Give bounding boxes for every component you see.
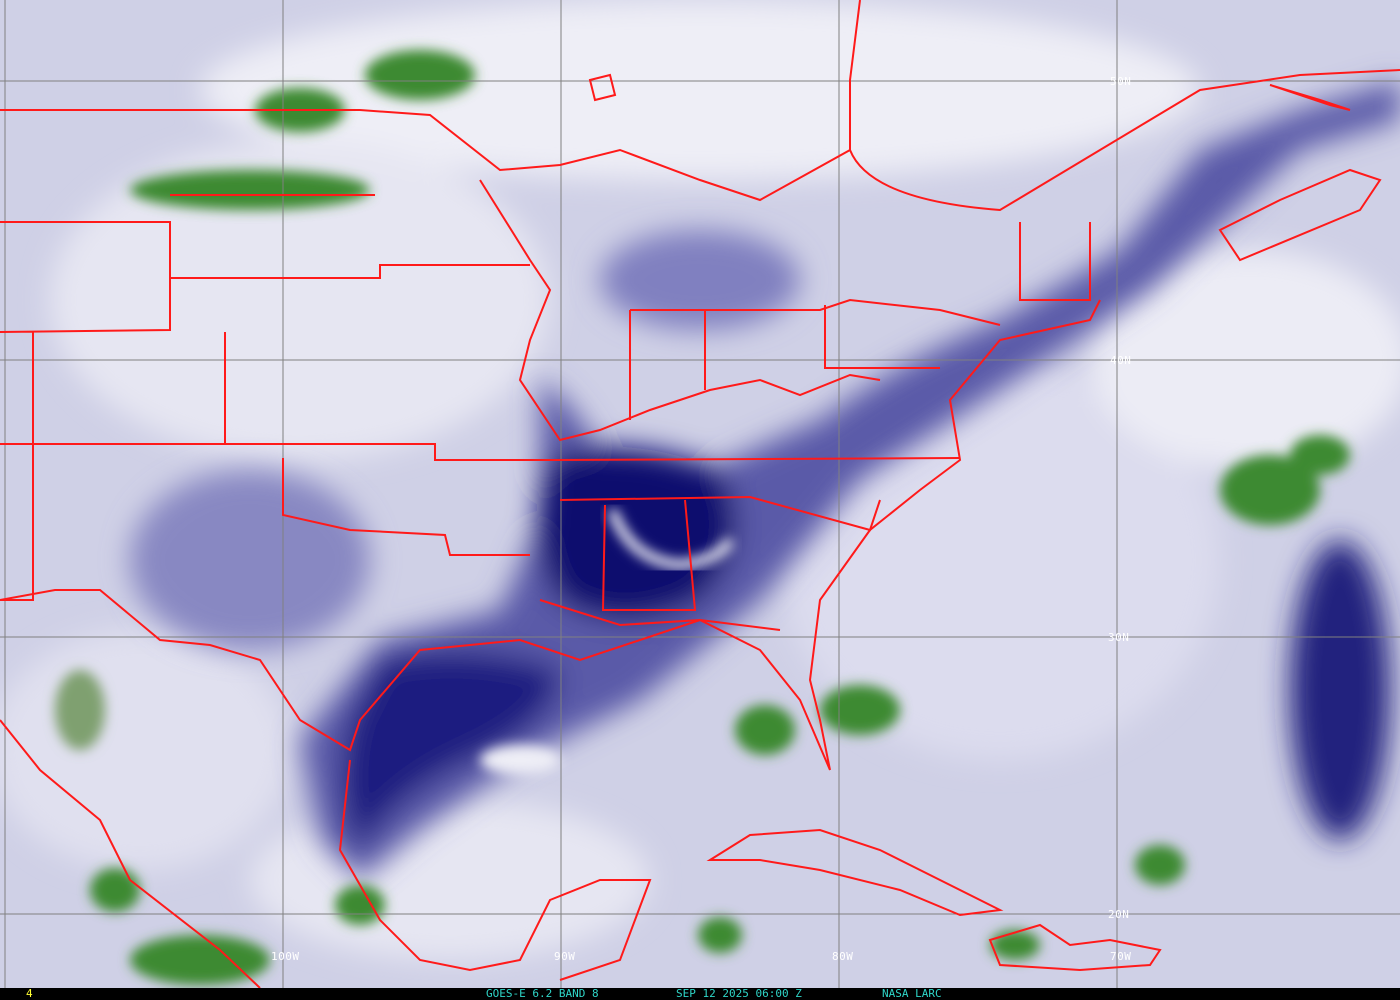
lon-label-70w: 70W bbox=[1110, 950, 1132, 963]
lat-label-20n: 20N bbox=[1108, 908, 1130, 921]
lat-label-30n: 30N bbox=[1108, 631, 1130, 644]
lon-label-100w: 100W bbox=[271, 950, 300, 963]
source-label: NASA LARC bbox=[882, 987, 942, 1000]
lat-label-40n: 40N bbox=[1110, 354, 1132, 367]
product-label: GOES-E 6.2 BAND 8 bbox=[486, 987, 599, 1000]
lon-label-80w: 80W bbox=[832, 950, 854, 963]
lon-label-90w: 90W bbox=[554, 950, 576, 963]
moist-swirl bbox=[607, 508, 735, 571]
cloud-tops bbox=[55, 50, 1350, 985]
info-bar: 4 GOES-E 6.2 BAND 8 SEP 12 2025 06:00 Z … bbox=[0, 988, 1400, 1000]
datetime-label: SEP 12 2025 06:00 Z bbox=[676, 987, 802, 1000]
frame-number: 4 bbox=[26, 987, 33, 1000]
dry-air-regions bbox=[130, 80, 1400, 880]
lat-label-50n: 50N bbox=[1110, 75, 1132, 88]
